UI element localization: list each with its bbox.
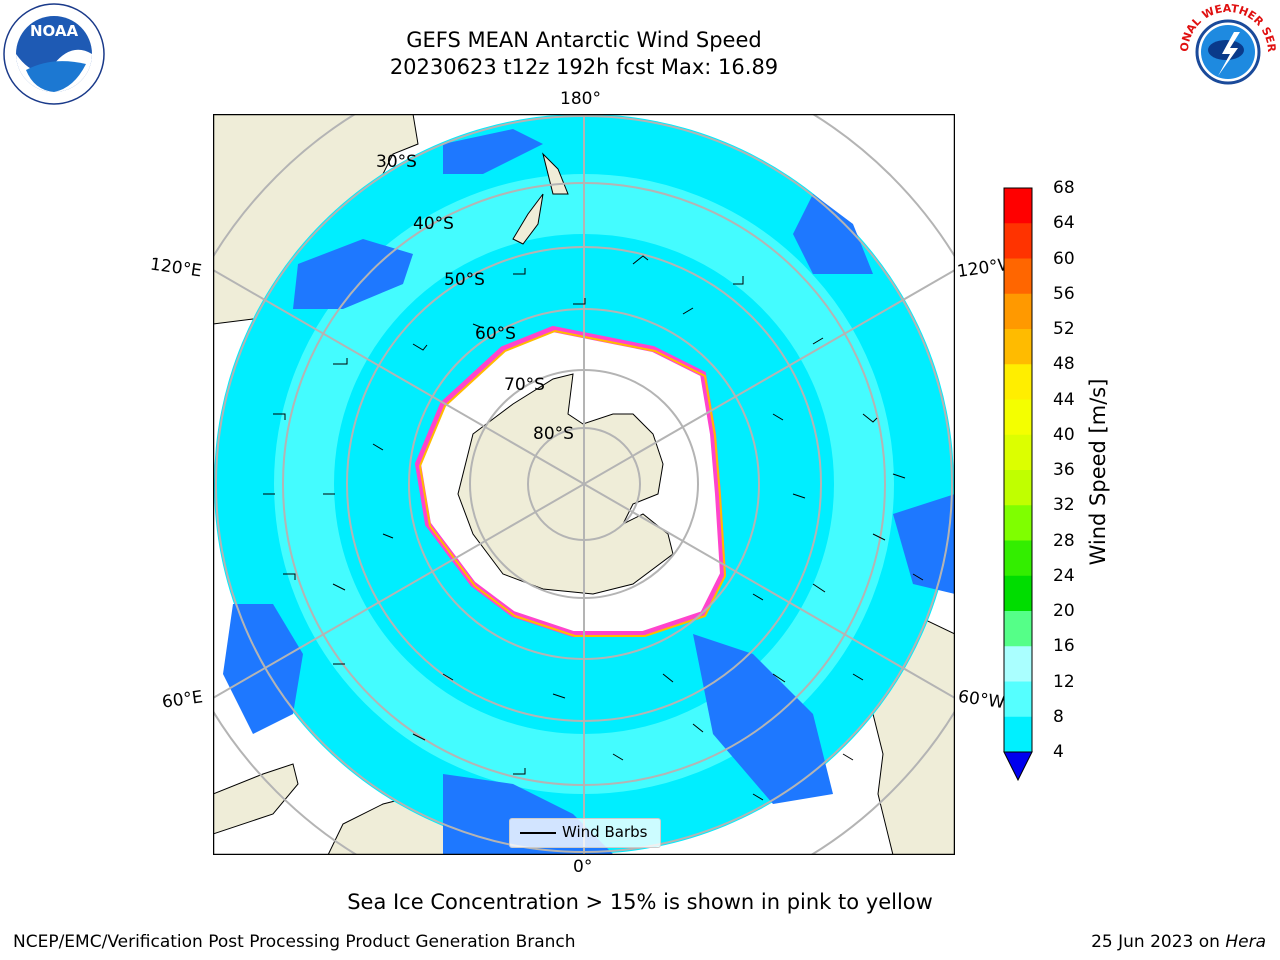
colorbar-tick-label: 36: [1053, 460, 1075, 480]
colorbar-cell: [1004, 293, 1032, 330]
colorbar-tick-label: 12: [1053, 671, 1075, 692]
colorbar-tick-label: 32: [1053, 495, 1075, 516]
colorbar-cell: [1004, 505, 1032, 541]
colorbar-cell: [1004, 434, 1032, 471]
colorbar-cell: [1004, 188, 1032, 224]
colorbar-tick-label: 20: [1053, 601, 1075, 621]
africa-land: [213, 763, 299, 835]
lat-label: 30°S: [376, 152, 417, 172]
lon-label-60e: 60°E: [160, 687, 205, 713]
colorbar-cell: [1004, 716, 1032, 753]
wind-speed-colorbar: [1003, 187, 1033, 782]
legend-label: Wind Barbs: [562, 823, 648, 841]
colorbar-tick-label: 24: [1053, 565, 1075, 586]
colorbar-cell: [1004, 681, 1032, 718]
dark-wind-patch: [793, 194, 873, 274]
colorbar-cell: [1004, 329, 1032, 365]
colorbar-tick-label: 60: [1053, 248, 1075, 269]
lat-label: 50°S: [444, 270, 485, 290]
colorbar-cell: [1004, 611, 1032, 647]
colorbar-cell: [1004, 258, 1032, 295]
sea-ice-note: Sea Ice Concentration > 15% is shown in …: [347, 890, 933, 914]
colorbar-tick-label: 28: [1053, 530, 1075, 551]
colorbar-cell: [1004, 470, 1032, 506]
new-zealand-land: [512, 152, 569, 245]
colorbar-extend-triangle: [1003, 751, 1033, 782]
colorbar-tick-label: 56: [1053, 283, 1075, 304]
lon-label-60w: 60°W: [956, 686, 1007, 714]
colorbar-tick-label: 16: [1053, 636, 1075, 657]
wind-barbs-legend: Wind Barbs: [509, 818, 661, 848]
colorbar-tick-label: 64: [1053, 213, 1075, 234]
lat-label: 40°S: [413, 214, 454, 234]
noaa-logo: NOAA: [3, 3, 105, 105]
lon-label-0: 0°: [573, 857, 593, 877]
colorbar-tick-label: 4: [1053, 742, 1064, 762]
dark-wind-patch: [893, 494, 955, 594]
lat-label: 60°S: [475, 324, 516, 344]
colorbar-tick-label: 68: [1053, 178, 1075, 198]
lon-label-120e: 120°E: [148, 254, 203, 282]
colorbar-tick-label: 8: [1053, 706, 1064, 727]
colorbar-tick-label: 48: [1053, 354, 1075, 375]
footer-date: 25 Jun 2023 on Hera: [1091, 932, 1266, 952]
nws-logo: NATIONAL WEATHER SERVICE: [1178, 2, 1278, 100]
colorbar-border: [1003, 187, 1033, 753]
colorbar-cell: [1004, 646, 1032, 682]
colorbar-tick-label: 52: [1053, 319, 1075, 339]
colorbar-cell: [1004, 540, 1032, 577]
svg-text:NOAA: NOAA: [30, 22, 79, 40]
colorbar-label: Wind Speed [m/s]: [1086, 378, 1110, 566]
lat-label: 70°S: [504, 375, 545, 395]
legend-line-icon: [520, 832, 556, 834]
colorbar-tick-label: 44: [1053, 389, 1075, 410]
colorbar-tick-label: 40: [1053, 424, 1075, 445]
colorbar-cell: [1004, 223, 1032, 259]
dark-wind-patch: [293, 239, 413, 309]
colorbar-cell: [1004, 399, 1032, 436]
lon-label-180: 180°: [560, 89, 601, 109]
colorbar-cell: [1004, 364, 1032, 400]
polar-wind-map: [213, 114, 955, 855]
colorbar-cell: [1004, 575, 1032, 612]
title-line-2: 20230623 t12z 192h fcst Max: 16.89: [389, 55, 779, 79]
dark-wind-patch: [693, 634, 833, 804]
lat-label: 80°S: [533, 424, 574, 444]
footer-credit: NCEP/EMC/Verification Post Processing Pr…: [13, 932, 576, 952]
dark-wind-patch: [443, 129, 543, 174]
title-line-1: GEFS MEAN Antarctic Wind Speed: [406, 28, 762, 52]
